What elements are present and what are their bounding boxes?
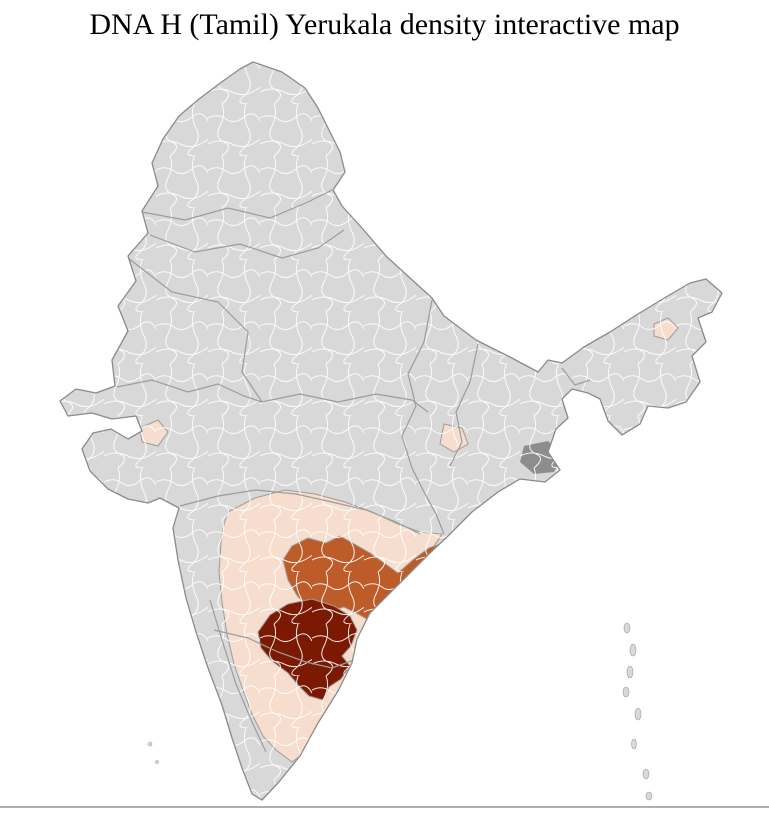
india-outline — [59, 61, 723, 801]
andaman-nicobar-islands[interactable] — [622, 622, 653, 801]
lakshadweep-islands[interactable] — [147, 741, 159, 764]
state-borders — [116, 189, 591, 753]
page-bottom-divider — [0, 806, 769, 808]
district-borders-texture — [60, 62, 722, 800]
page-title: DNA H (Tamil) Yerukala density interacti… — [89, 8, 680, 41]
